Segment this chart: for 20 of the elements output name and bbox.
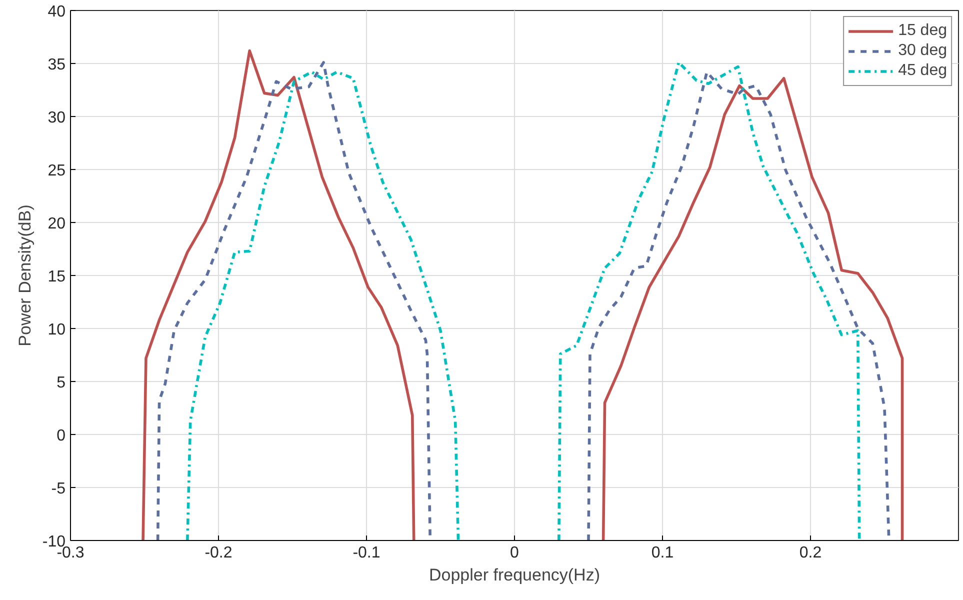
y-tick-label: 0 — [56, 428, 66, 444]
x-tick-label: 0.1 — [651, 544, 674, 562]
x-tick-label: -0.2 — [204, 544, 232, 562]
x-tick-label: -0.1 — [352, 544, 380, 562]
legend-label: 30 deg — [898, 42, 947, 60]
legend-label: 15 deg — [898, 22, 947, 40]
y-tick-label: 40 — [48, 4, 66, 20]
y-tick-label: 35 — [48, 56, 66, 74]
x-tick-label: 0 — [510, 544, 520, 562]
y-axis-title: Power Density(dB) — [15, 204, 34, 346]
y-tick-label: 15 — [48, 268, 66, 286]
legend-label: 45 deg — [898, 62, 947, 80]
y-tick-label: 25 — [48, 162, 66, 180]
y-tick-label: -5 — [51, 480, 66, 498]
y-tick-label: 5 — [56, 374, 66, 392]
x-tick-label: 0.2 — [799, 544, 822, 562]
y-tick-label: 30 — [48, 110, 66, 126]
y-tick-label: 10 — [48, 322, 66, 338]
x-axis-title: Doppler frequency(Hz) — [428, 566, 600, 584]
y-tick-label: 20 — [48, 216, 66, 232]
